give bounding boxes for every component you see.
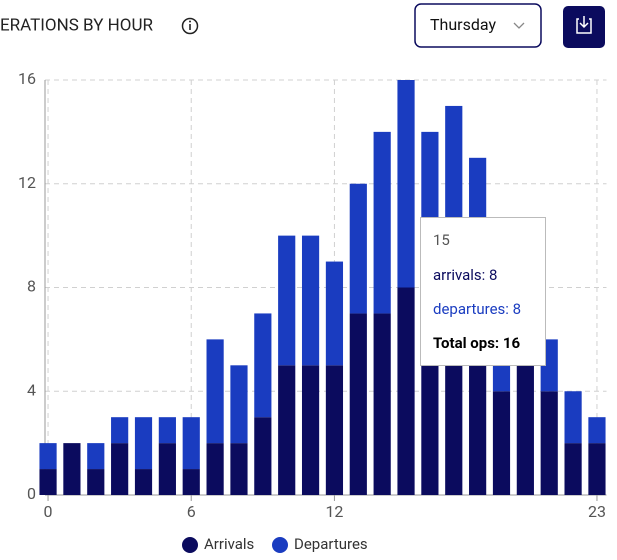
y-tick-label: 0	[27, 484, 36, 503]
bar-segment	[588, 417, 606, 444]
bar-segment	[87, 443, 105, 470]
bar-segment	[206, 443, 224, 495]
info-icon[interactable]	[181, 17, 199, 35]
bar-segment	[158, 417, 176, 444]
bar-segment	[373, 131, 391, 314]
bar-segment	[230, 365, 248, 444]
x-tick-label: 6	[187, 502, 196, 521]
bar-segment	[158, 443, 176, 495]
day-dropdown[interactable]: Thursday	[414, 3, 542, 48]
bar-segment	[278, 235, 296, 366]
bar-segment	[134, 417, 153, 470]
y-tick-label: 4	[27, 380, 36, 399]
bar-segment	[301, 235, 320, 366]
bar-segment	[254, 313, 272, 418]
bar-segment	[516, 365, 534, 495]
bar-segment	[325, 261, 344, 366]
bar-segment	[278, 365, 296, 495]
chart-title: ERATIONS BY HOUR	[0, 15, 153, 35]
tooltip-line: departures: 8	[433, 300, 521, 318]
y-tick-label: 8	[27, 277, 36, 296]
bar-segment	[39, 443, 57, 470]
legend-label: Arrivals	[204, 535, 254, 553]
bar-segment	[206, 339, 224, 444]
bar-segment	[349, 183, 367, 314]
bar-segment	[469, 339, 487, 495]
bar-segment	[111, 417, 129, 444]
bar-segment	[373, 313, 391, 495]
x-tick-label: 0	[44, 502, 53, 521]
x-tick-label: 23	[588, 502, 606, 521]
bar-segment	[540, 391, 558, 495]
legend-label: Departures	[294, 535, 368, 553]
download-button[interactable]	[563, 6, 605, 48]
bar-segment	[564, 391, 582, 444]
bar-segment	[325, 365, 344, 495]
tooltip-line: arrivals: 8	[433, 266, 497, 284]
bar-segment	[397, 287, 415, 495]
bar-segment	[397, 80, 415, 288]
bar-segment	[349, 313, 367, 495]
legend-swatch	[182, 537, 198, 553]
bar-segment	[87, 469, 105, 495]
bar-segment	[39, 469, 57, 495]
bar-segment	[182, 417, 200, 470]
bar-segment	[134, 469, 153, 495]
bar-segment	[301, 365, 320, 495]
dropdown-label: Thursday	[430, 15, 496, 34]
x-tick-label: 12	[325, 502, 343, 521]
bar-segment	[111, 443, 129, 495]
y-tick-label: 12	[18, 173, 36, 192]
bar-segment	[230, 443, 248, 495]
legend-swatch	[272, 537, 288, 553]
bar-segment	[564, 443, 582, 495]
bar-segment	[254, 417, 272, 495]
bar-segment	[63, 443, 81, 495]
bar-segment	[182, 469, 200, 495]
tooltip-title: 15	[433, 231, 450, 249]
tooltip	[420, 217, 546, 366]
y-tick-label: 16	[18, 69, 36, 88]
bar-segment	[492, 391, 511, 495]
bar-segment	[588, 443, 606, 495]
tooltip-line: Total ops: 16	[433, 334, 520, 352]
